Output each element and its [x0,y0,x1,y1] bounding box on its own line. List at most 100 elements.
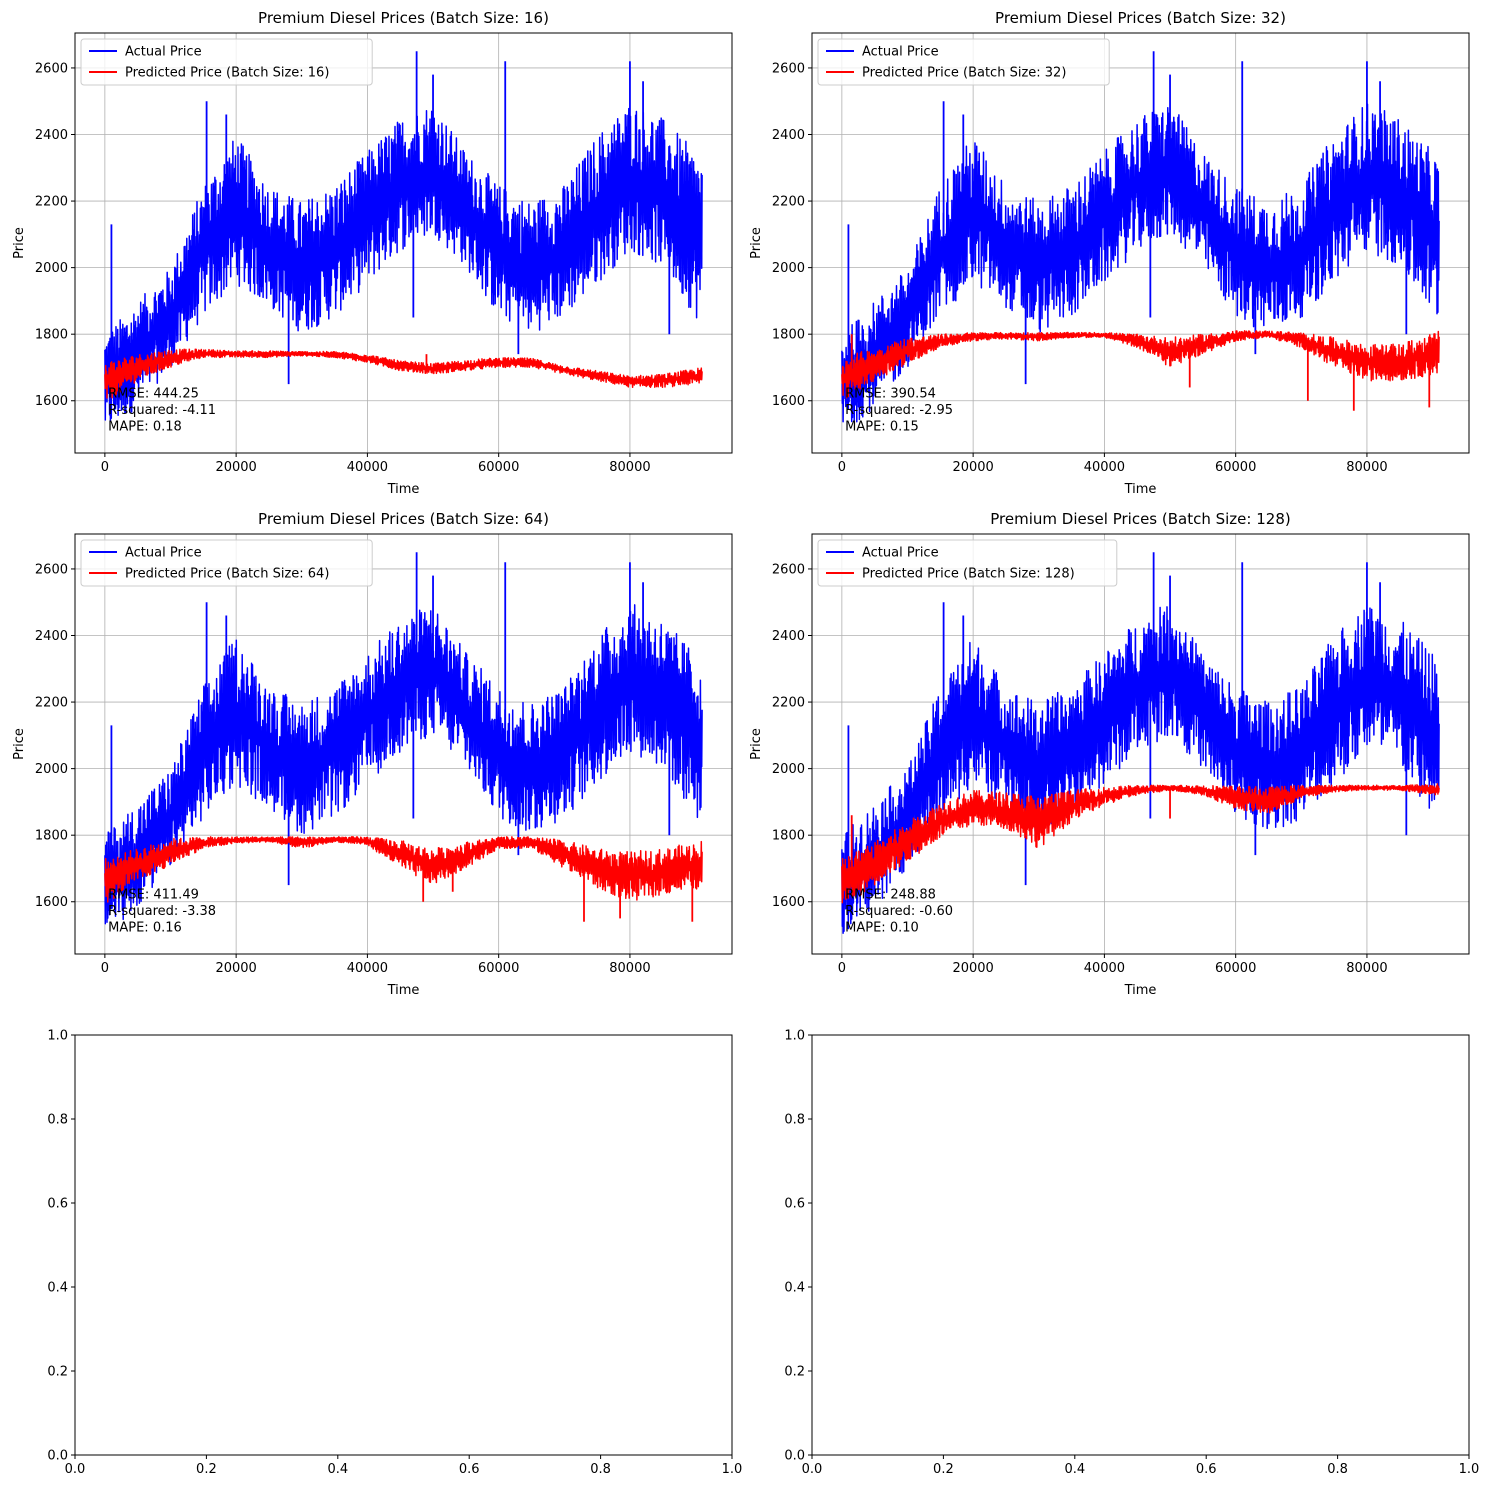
y-tick-label: 2200 [35,195,68,210]
subplot-5: 0.0 0.2 0.4 0.6 0.8 1.0 0.0 0.2 0.4 0.6 0.8 1.0 [47,1029,742,1478]
series-actual [841,51,1440,423]
metric-text: MAPE: 0.16 [108,921,182,936]
series-line [841,330,1440,399]
metric-text: R-squared: -3.38 [108,904,216,919]
y-tick-label: 0.8 [784,1113,805,1128]
y-tick-label: 1600 [772,394,805,409]
legend-box [80,38,373,86]
legend-label: Predicted Price (Batch Size: 32) [862,66,1066,81]
y-tick-label: 1800 [35,829,68,844]
x-tick-label: 0.4 [327,1462,348,1477]
legend: Actual Price Predicted Price (Batch Size:… [817,38,1110,86]
y-tick-label: 1800 [35,328,68,343]
y-tick-label: 2000 [772,762,805,777]
y-tick-label: 2000 [35,762,68,777]
x-tick-label: 0.2 [196,1462,217,1477]
series-actual [104,51,703,422]
y-tick-label: 2200 [35,696,68,711]
series-line [104,348,703,399]
metric-text: MAPE: 0.18 [108,420,182,435]
x-tick-label: 40000 [1084,460,1125,475]
y-tick-label: 1600 [772,895,805,910]
y-tick-label: 1600 [35,895,68,910]
y-tick-label: 2600 [772,61,805,76]
x-tick-label: 80000 [1346,460,1387,475]
axes-frame [811,1034,1470,1456]
y-tick-label: 1800 [772,829,805,844]
x-tick-label: 40000 [1084,961,1125,976]
y-axis-label: Price [12,227,27,259]
y-tick-label: 2600 [772,562,805,577]
metric-text: RMSE: 390.54 [845,387,936,402]
y-tick-label: 1800 [772,328,805,343]
y-tick-label: 0.0 [47,1449,68,1464]
y-tick-label: 1.0 [784,1029,805,1044]
y-axis-label: Price [749,728,764,760]
chart-title: Premium Diesel Prices (Batch Size: 64) [258,510,549,528]
series-predicted [841,330,1440,411]
x-axis-label: Time [387,983,420,998]
metric-text: R-squared: -0.60 [845,904,953,919]
y-tick-label: 0.0 [784,1449,805,1464]
subplot-3: 0 20000 40000 60000 80000 1600 1800 2000 2200 240… [12,510,733,998]
x-tick-label: 1.0 [1459,1462,1480,1477]
metric-text: MAPE: 0.15 [845,420,919,435]
subplot-4: 0 20000 40000 60000 80000 1600 1800 2000 2200 240… [749,510,1470,998]
x-tick-label: 20000 [952,460,993,475]
x-tick-label: 0.6 [1196,1462,1217,1477]
x-tick-label: 0 [101,460,109,475]
metric-text: RMSE: 411.49 [108,888,199,903]
x-tick-label: 40000 [347,961,388,976]
legend: Actual Price Predicted Price (Batch Size:… [817,539,1118,587]
series-actual [841,552,1440,934]
x-tick-label: 0.0 [65,1462,86,1477]
chart-title: Premium Diesel Prices (Batch Size: 16) [258,9,549,27]
series-line [104,836,703,903]
x-tick-label: 80000 [609,460,650,475]
x-tick-label: 20000 [952,961,993,976]
series-actual [104,552,703,925]
x-tick-label: 20000 [215,460,256,475]
x-tick-label: 1.0 [722,1462,743,1477]
x-tick-label: 0.4 [1064,1462,1085,1477]
metric-text: R-squared: -2.95 [845,403,953,418]
x-tick-label: 0.2 [933,1462,954,1477]
chart-title: Premium Diesel Prices (Batch Size: 32) [995,9,1286,27]
x-tick-label: 20000 [215,961,256,976]
legend-label: Predicted Price (Batch Size: 64) [125,567,329,582]
y-tick-label: 0.4 [784,1281,805,1296]
legend-label: Predicted Price (Batch Size: 128) [862,567,1075,582]
series-predicted [841,783,1440,904]
x-axis-label: Time [1124,482,1157,497]
x-tick-label: 60000 [1215,460,1256,475]
series-predicted [104,836,703,922]
y-tick-label: 0.2 [784,1365,805,1380]
legend-box [817,38,1110,86]
y-tick-label: 0.6 [784,1197,805,1212]
x-tick-label: 60000 [478,961,519,976]
y-tick-label: 0.8 [47,1113,68,1128]
x-tick-label: 0.6 [459,1462,480,1477]
axes-frame [74,533,733,955]
metric-text: R-squared: -4.11 [108,403,216,418]
x-axis-label: Time [1124,983,1157,998]
series-line [841,103,1440,423]
legend-label: Actual Price [125,546,202,561]
legend: Actual Price Predicted Price (Batch Size:… [80,539,373,587]
y-tick-label: 1600 [35,394,68,409]
subplot-6: 0.0 0.2 0.4 0.6 0.8 1.0 0.0 0.2 0.4 0.6 0.8 1.0 [784,1029,1479,1478]
y-tick-label: 2200 [772,195,805,210]
metric-text: RMSE: 444.25 [108,387,199,402]
series-line [841,606,1440,934]
x-tick-label: 0.8 [1327,1462,1348,1477]
legend-label: Actual Price [862,546,939,561]
y-tick-label: 2400 [772,128,805,143]
legend-box [817,539,1118,587]
x-tick-label: 80000 [1346,961,1387,976]
x-tick-label: 0.8 [590,1462,611,1477]
y-tick-label: 2000 [35,261,68,276]
x-tick-label: 0 [838,460,846,475]
chart-title: Premium Diesel Prices (Batch Size: 128) [990,510,1290,528]
y-tick-label: 0.4 [47,1281,68,1296]
